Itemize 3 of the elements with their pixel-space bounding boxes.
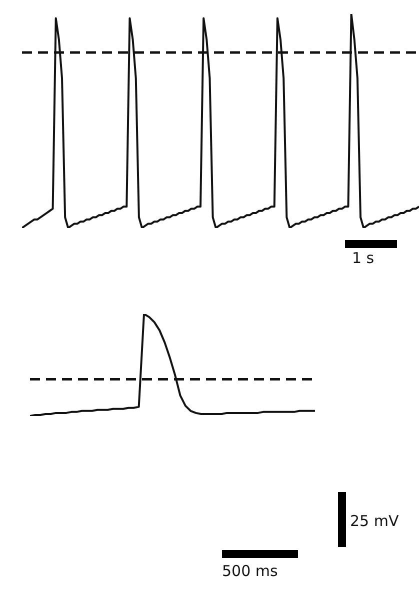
text: 500 ms [222, 562, 278, 580]
text: 1 s [352, 249, 374, 267]
text: 25 mV [350, 512, 399, 530]
